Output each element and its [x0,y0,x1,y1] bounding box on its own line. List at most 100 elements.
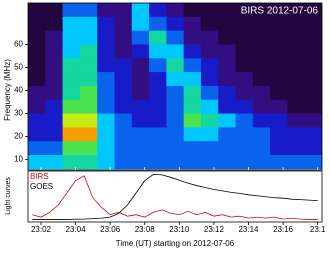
heat-cell [62,141,81,156]
x-tick-label: 23:12 [204,225,225,234]
heat-cell [252,44,271,59]
heat-cell [114,127,133,142]
heat-cell [270,72,288,87]
heat-cell [287,155,306,170]
heat-cell [304,113,322,128]
frame [27,2,323,171]
heat-cell [218,30,236,45]
heat-cell [183,127,202,142]
heat-cell [114,3,133,18]
heat-cell [200,58,219,73]
heat-cell [45,127,63,142]
heat-cell [270,141,288,156]
heat-cell [166,16,185,32]
heat-cell [114,16,133,32]
heat-cell [235,30,254,45]
heat-cell [114,113,133,128]
heat-cell [79,85,98,101]
heat-cell [304,30,322,45]
heat-cell [79,155,98,170]
heat-cell [252,16,271,32]
heat-cell [183,85,202,101]
heat-cell [183,113,202,128]
heat-cell [131,58,150,73]
heat-cell [183,58,202,73]
heat-cell [45,3,63,18]
heat-cell [166,30,185,45]
heat-cell [97,3,115,18]
x-axis-label: Time (UT) starting on 2012-07-06 [116,239,235,248]
heat-cell [149,30,167,45]
heat-cell [166,72,185,87]
heat-cell [287,30,306,45]
heat-cell [252,99,271,114]
heat-cell [235,58,254,73]
heat-cell [218,141,236,156]
heat-cell [218,113,236,128]
heat-cell [252,85,271,101]
x-tick-label: 23:1 [310,225,326,234]
heat-cell [270,30,288,45]
heat-cell [200,155,219,170]
heat-cell [149,127,167,142]
heat-cell [270,3,288,18]
heat-cell [200,72,219,87]
x-tick-label: 23:08 [135,225,156,234]
y-axis-label: Light curves [5,177,12,215]
heat-cell [235,3,254,18]
heat-cell [28,30,46,45]
heat-cell [200,127,219,142]
heat-cell [287,72,306,87]
heat-cell [79,16,98,32]
heat-cell [149,16,167,32]
legend-label: GOES [30,182,53,191]
heat-cell [287,85,306,101]
heat-cell [114,155,133,170]
heat-cell [183,3,202,18]
x-tick-label: 23:14 [238,225,259,234]
heat-cell [97,44,115,59]
legend-label: BIRS [30,172,49,181]
y-tick-label: 50 [14,63,23,72]
frame [27,170,323,223]
heat-cell [200,44,219,59]
heat-cell [287,127,306,142]
heat-cell [218,3,236,18]
heat-cell [270,44,288,59]
heat-cell [304,16,322,32]
heat-cell [114,72,133,87]
heat-cell [149,3,167,18]
heat-cell [131,113,150,128]
heat-cell [200,3,219,18]
heat-cell [218,58,236,73]
heat-cell [287,99,306,114]
heat-cell [235,99,254,114]
heat-cell [114,58,133,73]
heat-cell [97,72,115,87]
heat-cell [131,155,150,170]
y-tick-label: 30 [14,109,23,118]
heat-cell [149,141,167,156]
heat-cell [131,141,150,156]
heat-cell [114,99,133,114]
heat-cell [304,127,322,142]
heat-cell [304,44,322,59]
light-curve [32,175,318,220]
heat-cell [62,85,81,101]
heat-cell [166,155,185,170]
heat-cell [131,3,150,18]
heat-cell [79,141,98,156]
heat-cell [79,58,98,73]
x-tick-label: 23:02 [31,225,52,234]
heat-cell [287,58,306,73]
heat-cell [28,3,46,18]
heat-cell [62,99,81,114]
heat-cell [62,113,81,128]
heat-cell [45,58,63,73]
heat-cell [270,16,288,32]
heat-cell [28,44,46,59]
heat-cell [270,155,288,170]
heat-cell [200,16,219,32]
heat-cell [235,155,254,170]
